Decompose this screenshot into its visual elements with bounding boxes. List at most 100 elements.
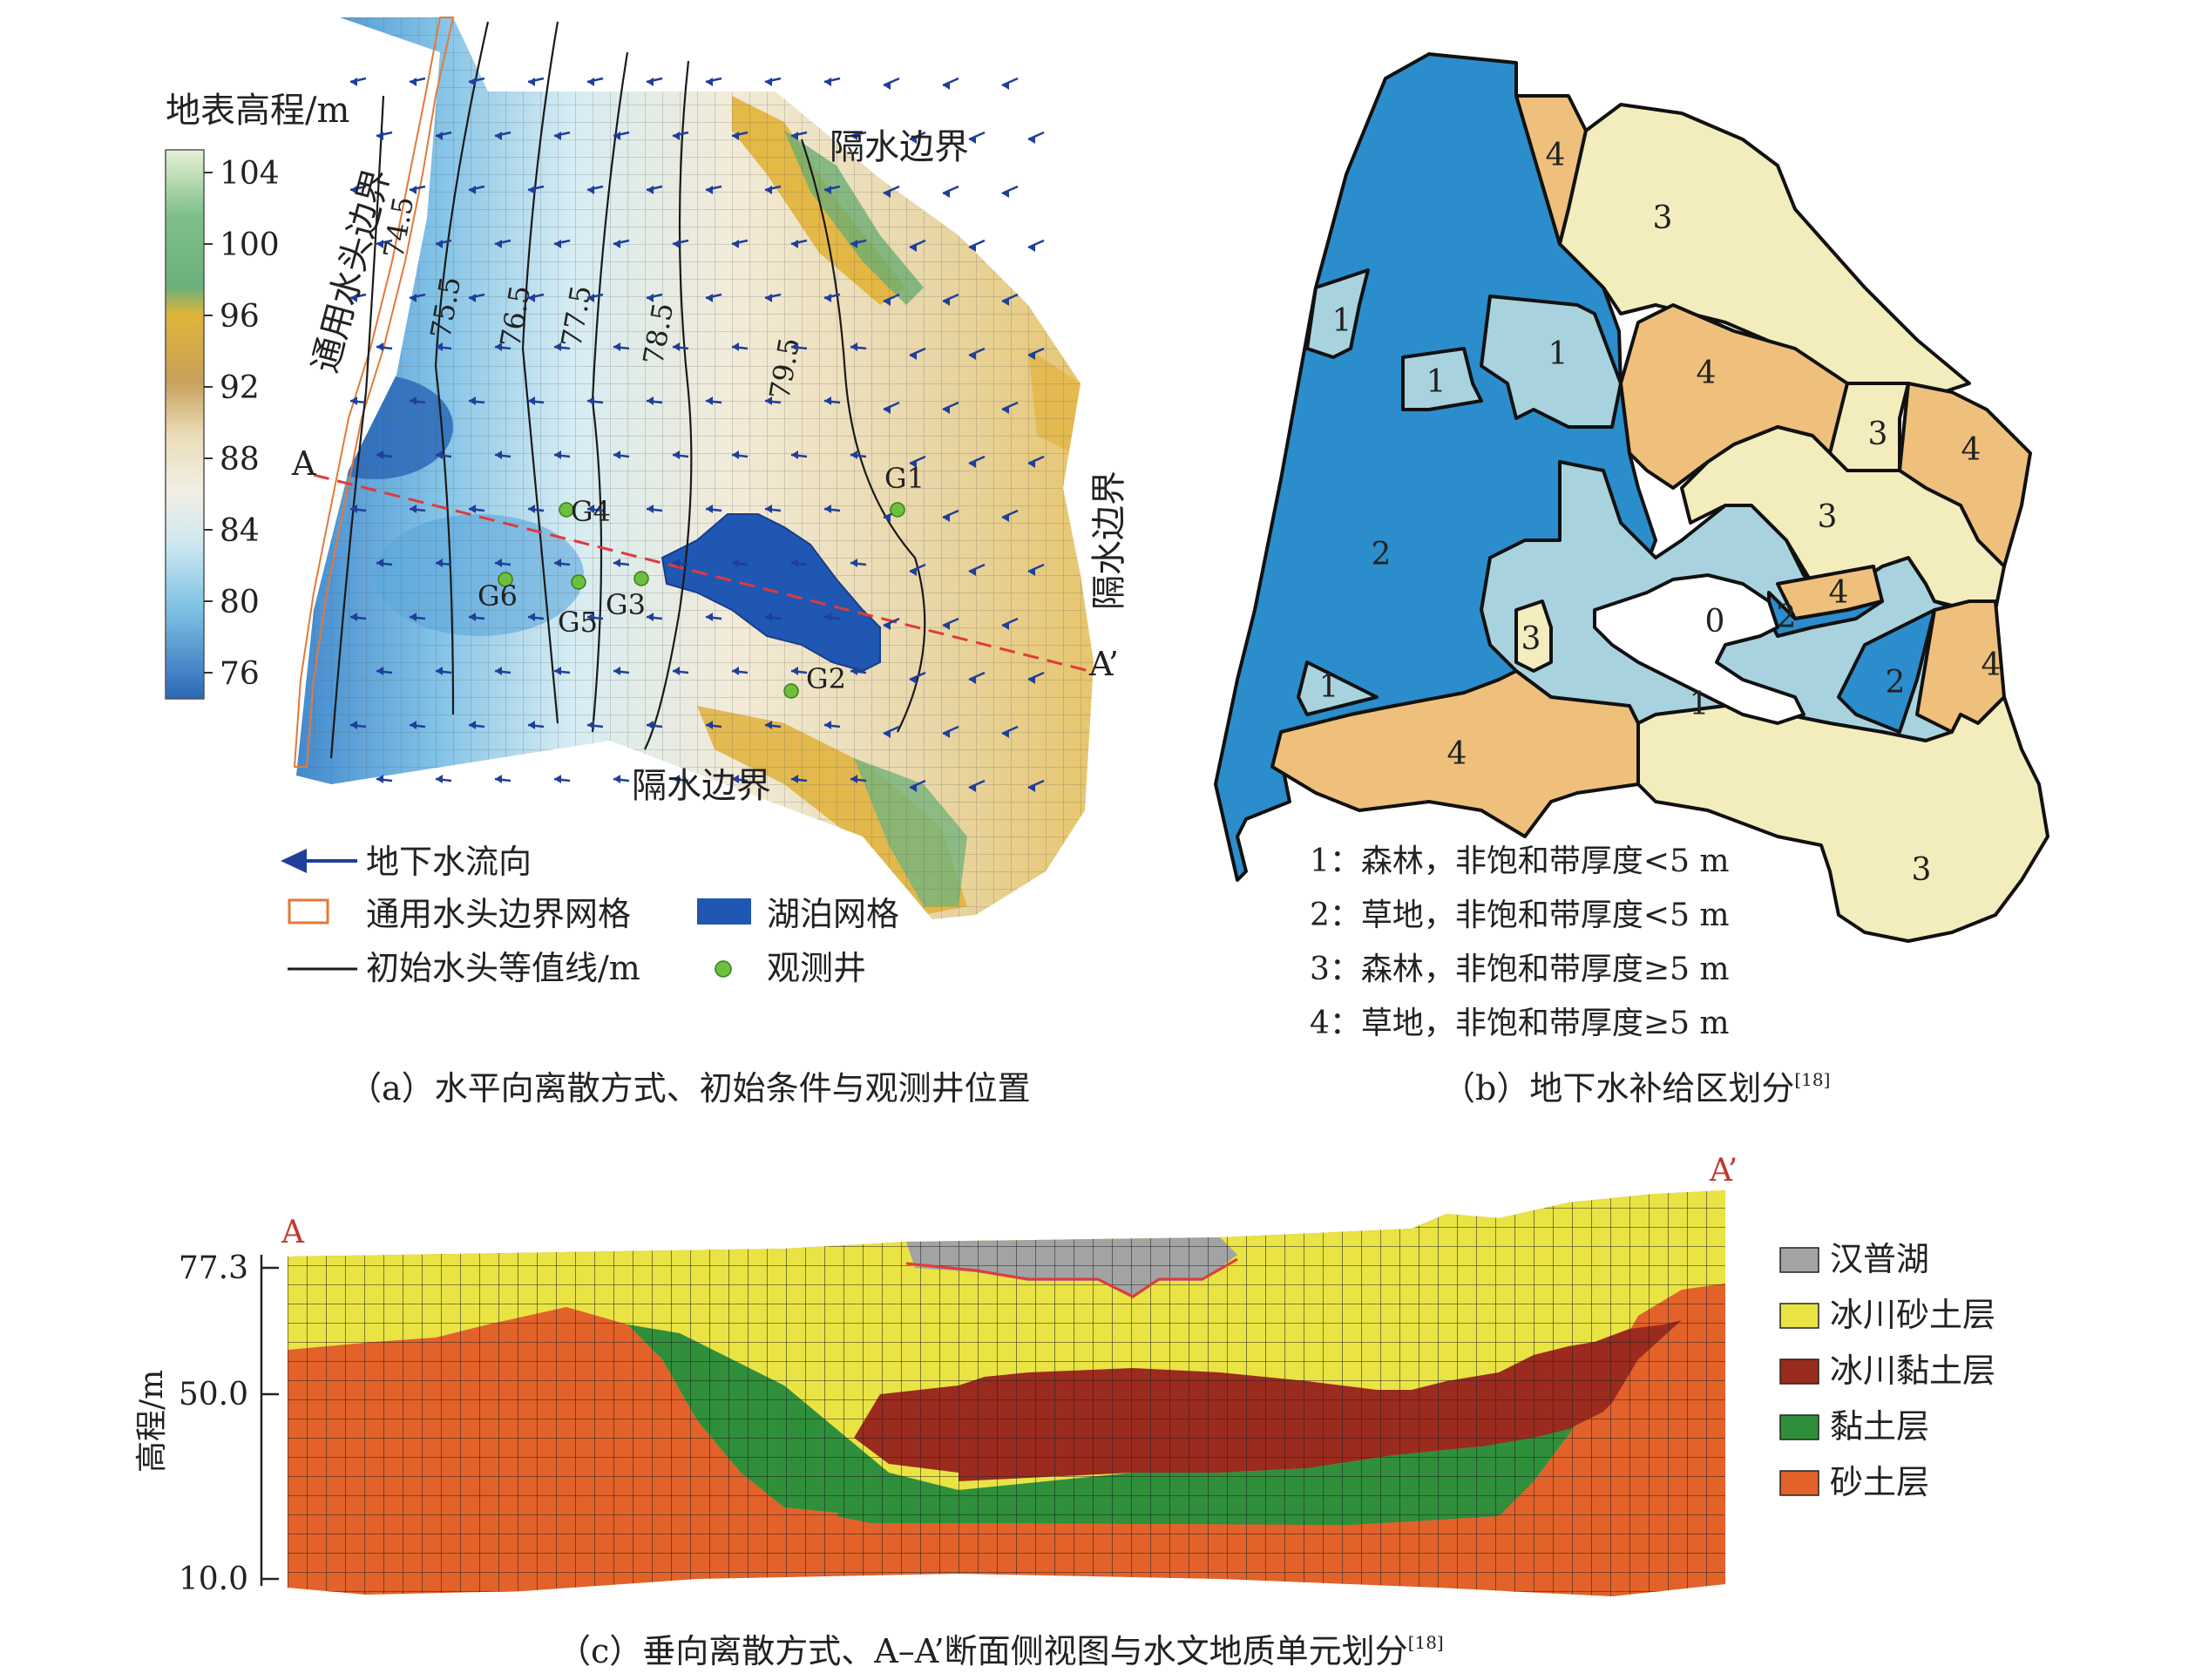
panel-a: 地表高程/m 104 100 96 92 88 84 80 76 xyxy=(165,17,1129,1108)
flow-arrow-head xyxy=(528,505,535,513)
zone-label: 4 xyxy=(1546,138,1566,173)
flow-arrow-head xyxy=(884,297,891,306)
flow-arrow-head xyxy=(673,559,680,567)
flow-arrow-head xyxy=(732,240,739,248)
legend-well: 观测井 xyxy=(767,949,866,987)
flow-arrow-head xyxy=(943,81,950,90)
zone-legend-item: 1：森林，非饱和带厚度<5 m xyxy=(1310,843,1730,879)
flow-arrow-head xyxy=(706,186,713,194)
zone-label: 3 xyxy=(1521,621,1541,657)
layer-legend-label: 汉普湖 xyxy=(1830,1240,1929,1278)
no-flow-boundary-right: 隔水边界 xyxy=(1089,471,1129,610)
zone-1-small-c xyxy=(1297,660,1379,716)
well-marker xyxy=(783,683,799,699)
layer-swatch xyxy=(1779,1247,1819,1273)
zone-label: 4 xyxy=(1982,647,2002,683)
flow-arrow-head xyxy=(1002,81,1009,90)
flow-arrow-head xyxy=(647,78,654,86)
ghb-grid-icon xyxy=(288,898,329,925)
flow-arrow-head xyxy=(495,132,502,140)
flow-arrow-head xyxy=(376,450,383,459)
no-flow-boundary-top: 隔水边界 xyxy=(830,127,969,167)
flow-arrow-head xyxy=(765,505,772,513)
general-head-boundary-cells xyxy=(293,17,455,768)
flow-arrow-head xyxy=(673,775,680,783)
panel-b-legend: 1：森林，非饱和带厚度<5 m 2：草地，非饱和带厚度<5 m 3：森林，非饱和带厚… xyxy=(1310,843,1730,1041)
colorbar-tick-label: 76 xyxy=(220,656,260,692)
flow-arrow-head xyxy=(791,559,798,567)
flow-arrow-head xyxy=(673,667,680,675)
no-flow-boundary-bottom: 隔水边界 xyxy=(632,766,771,806)
flow-arrow-head xyxy=(1028,459,1035,468)
zone-label: 3 xyxy=(1912,852,1932,888)
flow-arrow-head xyxy=(732,559,739,567)
flow-arrow-head xyxy=(824,721,831,729)
flow-arrow-head xyxy=(350,186,357,194)
zone-label: 3 xyxy=(1868,417,1888,452)
flow-arrow-head xyxy=(554,775,561,783)
flow-arrow-head xyxy=(1002,729,1009,738)
flow-arrow-head xyxy=(554,240,561,248)
flow-arrow-head xyxy=(436,132,443,140)
flow-arrow-head xyxy=(791,775,798,783)
zone-label: 0 xyxy=(1705,604,1725,640)
flow-arrow-head xyxy=(647,613,654,621)
flow-arrow-head xyxy=(436,667,443,675)
colorbar-tick-label: 96 xyxy=(220,299,260,335)
well-label: G3 xyxy=(606,588,646,621)
legend-ghb-grid: 通用水头边界网格 xyxy=(366,895,631,933)
zone-label: 1 xyxy=(1426,364,1446,400)
flow-arrow-head xyxy=(1028,783,1035,792)
flow-arrow-head xyxy=(673,342,680,351)
flow-arrow-head xyxy=(850,240,857,248)
flow-arrow-head xyxy=(732,667,739,675)
legend-flow: 地下水流向 xyxy=(366,843,532,881)
flow-arrow-head xyxy=(587,721,594,729)
flow-arrow-head xyxy=(436,559,443,567)
layer-legend-label: 黏土层 xyxy=(1830,1407,1929,1446)
flow-arrow-head xyxy=(969,675,976,684)
flow-arrow-head xyxy=(436,450,443,459)
zone-legend-item: 4：草地，非饱和带厚度≥5 m xyxy=(1310,1006,1730,1041)
flow-arrow-head xyxy=(791,667,798,675)
flow-arrow-head xyxy=(884,621,891,630)
section-c-end-label: A’ xyxy=(1709,1153,1738,1189)
colorbar-tick-label: 88 xyxy=(220,442,260,478)
flow-arrow-head xyxy=(850,559,857,567)
flow-arrow-head xyxy=(469,613,476,621)
flow-arrow-head xyxy=(706,505,713,513)
section-end-label: A’ xyxy=(1088,645,1119,683)
zone-1-small-b xyxy=(1305,268,1370,359)
caption-c: （c）垂向离散方式、A–A’断面侧视图与水文地质单元划分[18] xyxy=(558,1632,1444,1670)
y-axis-label: 高程/m xyxy=(134,1370,170,1473)
flow-arrow-head xyxy=(350,78,357,86)
cross-section xyxy=(288,1190,1725,1596)
panel-b xyxy=(1214,52,2049,943)
flow-arrow-head xyxy=(765,613,772,621)
flow-arrow-head xyxy=(495,775,502,783)
flow-arrow-head xyxy=(824,78,831,86)
flow-arrow-head xyxy=(1028,351,1035,360)
flow-arrow-head xyxy=(587,294,594,302)
flow-arrow-head xyxy=(910,459,917,468)
flow-arrow-head xyxy=(647,721,654,729)
layer-legend-label: 冰川砂土层 xyxy=(1830,1296,1995,1334)
flow-arrow-head xyxy=(376,240,383,248)
flow-arrow-head xyxy=(528,613,535,621)
zone-label: 3 xyxy=(1653,200,1673,236)
flow-arrow-head xyxy=(943,513,950,522)
y-tick-label: 10.0 xyxy=(179,1561,248,1597)
flow-arrow-head xyxy=(673,240,680,248)
flow-arrow-head xyxy=(376,775,383,783)
zone-3-west-small xyxy=(1514,600,1553,673)
zone-label: 4 xyxy=(1447,736,1467,772)
flow-arrow-head xyxy=(410,78,417,86)
flow-arrow-head xyxy=(469,505,476,513)
flow-arrow-head xyxy=(587,613,594,621)
well-icon xyxy=(715,960,732,978)
flow-arrow-head xyxy=(554,342,561,351)
flow-arrow-head xyxy=(969,135,976,144)
flow-arrow-head xyxy=(706,613,713,621)
flow-arrow-head xyxy=(706,396,713,405)
